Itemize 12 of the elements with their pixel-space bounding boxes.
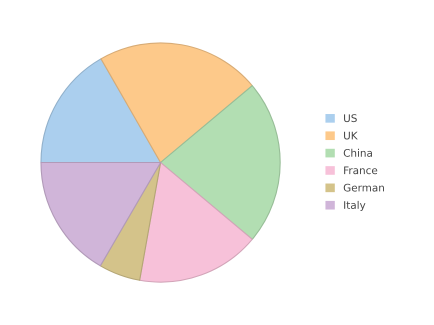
legend-label: German [344,184,384,192]
pie-slice [160,85,281,240]
pie-slice [100,42,253,164]
legend-label: France [344,166,378,174]
pie-slice [40,58,162,164]
legend-label: UK [344,132,358,140]
legend-label: Italy [344,200,366,211]
pie-slice [100,162,162,281]
legend-label: China [344,148,372,157]
pie-slice [139,162,253,283]
legend-label: US [344,114,357,122]
pie-slice [40,162,162,266]
